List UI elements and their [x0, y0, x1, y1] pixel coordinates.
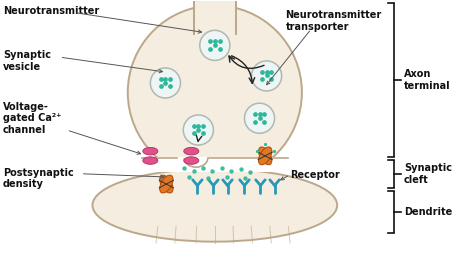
Ellipse shape — [184, 147, 199, 155]
Text: Synaptic
cleft: Synaptic cleft — [404, 163, 452, 185]
Ellipse shape — [128, 5, 302, 179]
Ellipse shape — [259, 147, 272, 165]
Circle shape — [151, 68, 180, 98]
Ellipse shape — [93, 169, 337, 242]
Text: Axon
terminal: Axon terminal — [404, 69, 451, 91]
Text: Dendrite: Dendrite — [404, 207, 452, 217]
Text: Postsynaptic
density: Postsynaptic density — [3, 168, 74, 189]
Ellipse shape — [143, 157, 158, 164]
Bar — [194, 1, 236, 34]
Text: Synaptic
vesicle: Synaptic vesicle — [3, 50, 51, 72]
Ellipse shape — [259, 147, 272, 165]
Circle shape — [200, 30, 230, 60]
Circle shape — [252, 61, 282, 91]
Text: Receptor: Receptor — [290, 170, 340, 180]
Text: Neurotransmitter
transporter: Neurotransmitter transporter — [286, 10, 382, 32]
Text: Neurotransmitter: Neurotransmitter — [3, 6, 99, 16]
Ellipse shape — [184, 157, 199, 164]
Text: Voltage-
gated Ca²⁺
channel: Voltage- gated Ca²⁺ channel — [3, 102, 61, 135]
Ellipse shape — [143, 147, 158, 155]
Ellipse shape — [160, 175, 173, 193]
Bar — [194, 24, 236, 48]
Bar — [142, 157, 288, 172]
Ellipse shape — [160, 175, 173, 193]
Circle shape — [183, 115, 213, 145]
Circle shape — [244, 103, 275, 133]
